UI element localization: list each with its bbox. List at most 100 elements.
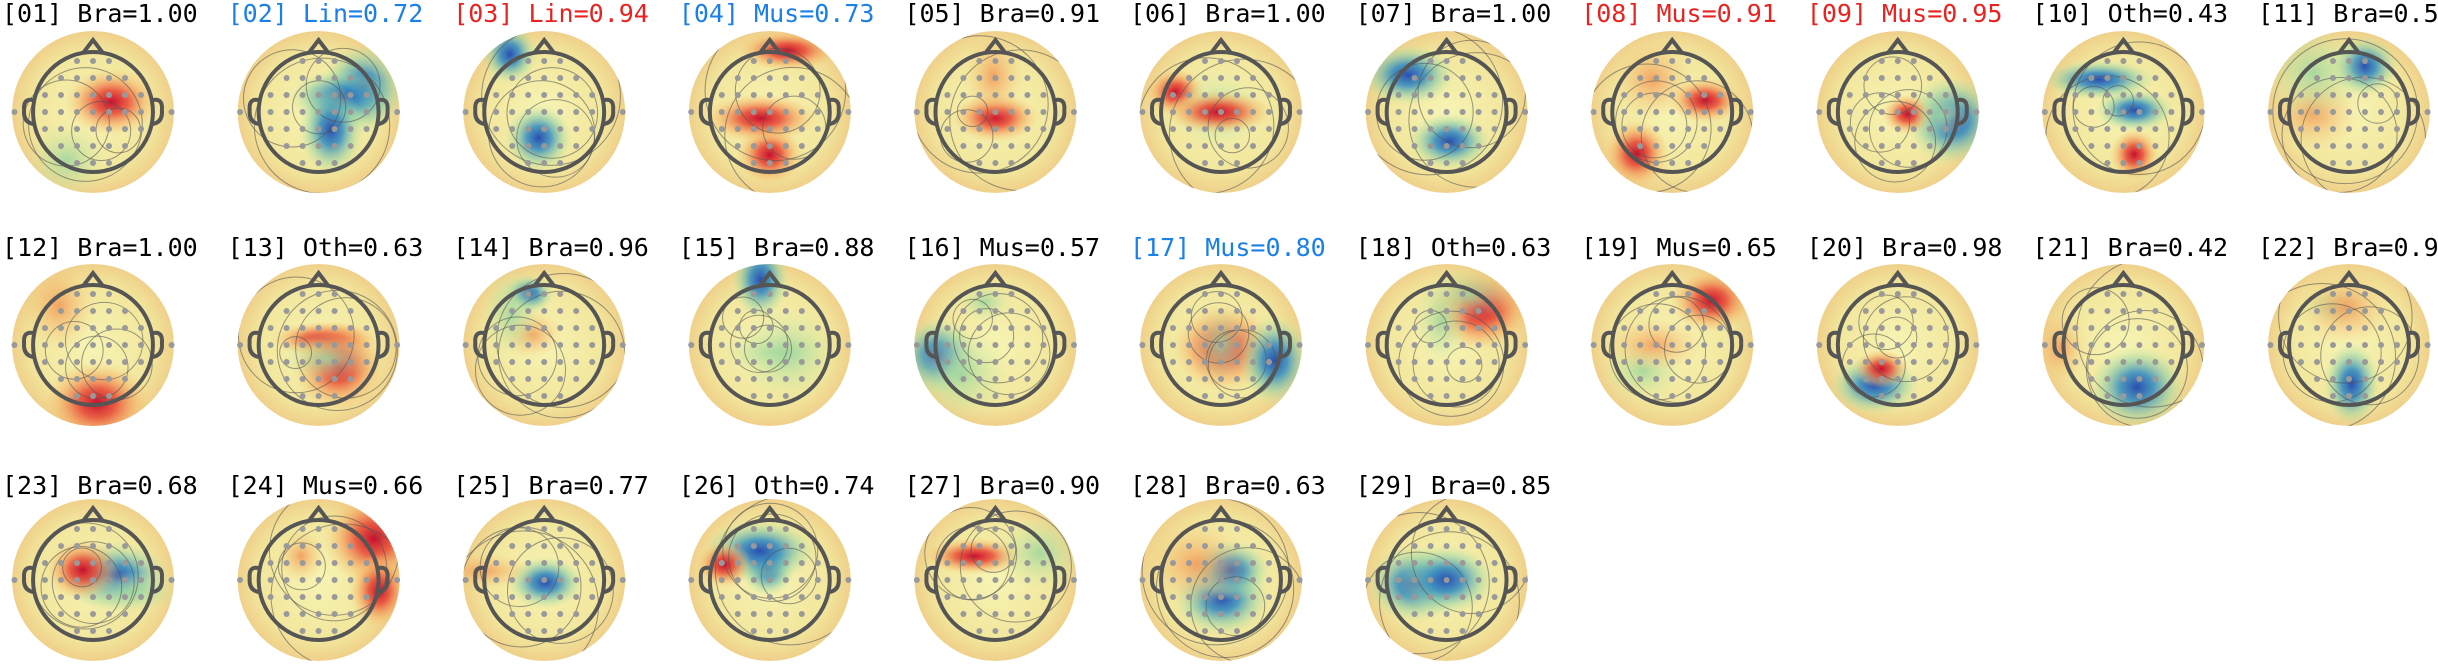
sensor: [1685, 92, 1692, 98]
sensor: [1701, 75, 1708, 81]
sensor: [798, 594, 805, 600]
ear: [1054, 565, 1067, 594]
sensor: [1443, 291, 1450, 297]
sensor: [541, 291, 548, 297]
sensor: [557, 543, 564, 549]
ear: [378, 565, 390, 594]
sensor: [1186, 75, 1192, 81]
sensor: [363, 359, 370, 365]
sensor: [315, 359, 322, 365]
sensor: [1218, 109, 1224, 115]
sensor: [1475, 325, 1482, 331]
sensor: [267, 594, 274, 600]
sensor: [1427, 628, 1434, 634]
ear: [473, 330, 485, 359]
sensor: [1973, 342, 1980, 348]
sensor: [750, 577, 757, 583]
ear: [1149, 97, 1162, 126]
component-label: [06] Bra=1.00: [1130, 0, 1326, 28]
sensor: [1186, 543, 1192, 549]
sensor: [1443, 143, 1450, 149]
activity-blob: [277, 529, 325, 583]
sensor: [2072, 126, 2079, 132]
nose: [81, 36, 105, 55]
contour: [71, 100, 132, 162]
sensor: [1250, 75, 1256, 81]
sensor: [299, 126, 306, 132]
sensor: [782, 291, 789, 297]
sensor: [106, 560, 112, 566]
sensor: [1862, 325, 1869, 331]
sensor: [2168, 92, 2175, 98]
nose: [1435, 269, 1459, 288]
sensor: [42, 325, 48, 331]
head-outline: [1159, 50, 1283, 174]
sensor: [766, 342, 773, 348]
sensor: [1459, 628, 1466, 634]
sensor: [2378, 143, 2384, 149]
sensor: [557, 560, 564, 566]
sensor: [58, 543, 64, 549]
sensor: [347, 560, 354, 566]
sensor: [992, 126, 999, 132]
sensor: [315, 342, 322, 348]
ear: [1506, 330, 1518, 359]
sensor: [541, 58, 548, 64]
sensor: [1024, 560, 1031, 566]
sensor: [1475, 611, 1482, 617]
sensor: [1878, 109, 1885, 115]
sensor: [573, 126, 580, 132]
sensor: [2168, 126, 2175, 132]
ear: [1149, 330, 1162, 359]
component-label: [20] Bra=0.98: [1807, 233, 2003, 262]
sensor: [2362, 160, 2368, 166]
sensor: [106, 109, 112, 115]
sensor: [1427, 58, 1434, 64]
sensor: [2314, 92, 2320, 98]
head-outline: [31, 283, 155, 407]
sensor: [1669, 325, 1676, 331]
sensor: [2088, 308, 2095, 314]
scalp-map: [2042, 31, 2205, 193]
sensor: [1747, 342, 1754, 348]
ear: [829, 565, 841, 594]
sensor: [541, 75, 548, 81]
sensor: [315, 58, 322, 64]
sensor: [106, 291, 112, 297]
contour: [65, 335, 129, 400]
sensor: [992, 611, 999, 617]
sensor: [1024, 325, 1031, 331]
sensor: [557, 109, 564, 115]
sensor: [798, 342, 805, 348]
sensor: [619, 109, 626, 115]
sensor: [1894, 393, 1901, 399]
contour: [1875, 316, 1918, 359]
sensor: [734, 376, 741, 382]
component-label: [25] Bra=0.77: [453, 471, 649, 500]
sensor: [2346, 109, 2352, 115]
contour: [952, 298, 993, 340]
sensor: [1862, 359, 1869, 365]
sensor: [509, 308, 516, 314]
ear: [473, 97, 485, 126]
contour: [474, 324, 567, 416]
sensor: [363, 325, 370, 331]
sensor: [283, 92, 290, 98]
activity-blob: [504, 104, 573, 172]
sensor: [1170, 359, 1176, 365]
head-outline: [1159, 518, 1283, 642]
sensor: [122, 126, 128, 132]
sensor: [2314, 359, 2320, 365]
ear: [1506, 565, 1518, 594]
sensor: [1008, 92, 1015, 98]
sensor: [122, 376, 128, 382]
scalp-map: [914, 499, 1077, 661]
sensor: [1186, 560, 1192, 566]
head-outline: [707, 518, 832, 642]
sensor: [90, 560, 96, 566]
sensor: [2362, 143, 2368, 149]
sensor: [299, 109, 306, 115]
sensor: [1443, 75, 1450, 81]
sensor: [1459, 611, 1466, 617]
sensor: [299, 143, 306, 149]
